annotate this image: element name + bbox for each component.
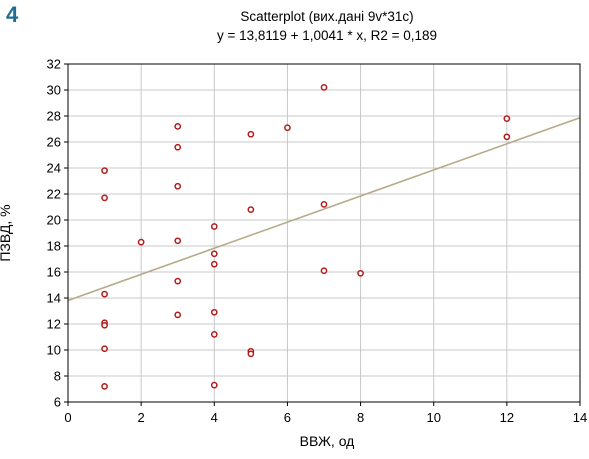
x-tick-label: 12: [500, 410, 514, 425]
y-tick-label: 32: [47, 57, 61, 72]
data-point: [210, 260, 218, 268]
data-point: [210, 381, 218, 389]
data-point: [247, 130, 255, 138]
data-point: [210, 250, 218, 258]
x-axis-label: ВВЖ, од: [299, 433, 355, 449]
data-point: [357, 269, 364, 277]
data-point: [284, 124, 291, 132]
data-point: [210, 331, 218, 338]
x-tick-label: 6: [284, 410, 291, 425]
points-layer: [101, 84, 511, 390]
data-point: [174, 237, 182, 245]
y-tick-label: 8: [54, 369, 61, 384]
data-point: [137, 238, 145, 246]
data-point: [174, 277, 182, 285]
regression-layer: [67, 116, 581, 302]
chart-title: Scatterplot (вих.дані 9v*31c): [240, 9, 414, 24]
data-point: [101, 321, 108, 329]
y-tick-label: 20: [47, 213, 61, 228]
data-point: [174, 143, 182, 151]
data-point: [320, 84, 328, 91]
x-tick-label: 4: [211, 410, 218, 425]
data-point: [210, 223, 218, 230]
plot-frame: [67, 63, 581, 403]
data-point: [503, 133, 511, 141]
data-point: [101, 290, 108, 298]
x-tick-label: 8: [357, 410, 364, 425]
data-point: [101, 345, 108, 353]
data-point: [174, 123, 182, 130]
panel-label: 4: [6, 2, 19, 27]
data-point: [174, 182, 182, 190]
data-point: [320, 267, 328, 275]
data-point: [101, 167, 108, 174]
y-tick-label: 12: [47, 317, 61, 332]
y-tick-label: 16: [47, 265, 61, 280]
data-point: [320, 201, 328, 208]
x-tick-label: 10: [426, 410, 440, 425]
data-point: [247, 350, 255, 358]
y-tick-label: 24: [47, 161, 61, 176]
data-point: [247, 206, 255, 213]
data-point: [101, 194, 108, 202]
y-tick-label: 10: [47, 343, 61, 358]
chart-subtitle: y = 13,8119 + 1,0041 * x, R2 = 0,189: [216, 28, 438, 43]
data-point: [503, 115, 511, 122]
data-point: [174, 311, 182, 319]
data-point: [101, 383, 108, 390]
y-tick-label: 26: [47, 135, 61, 150]
x-tick-label: 14: [573, 410, 587, 425]
x-tick-label: 2: [138, 410, 145, 425]
data-point: [210, 308, 218, 316]
regression-line: [67, 116, 581, 302]
y-tick-label: 6: [54, 395, 61, 410]
y-tick-label: 14: [47, 291, 61, 306]
y-tick-label: 28: [47, 109, 61, 124]
y-tick-label: 22: [47, 187, 61, 202]
grid-layer: [68, 64, 580, 402]
y-tick-label: 30: [47, 83, 61, 98]
x-tick-label: 0: [64, 410, 71, 425]
y-tick-label: 18: [47, 239, 61, 254]
